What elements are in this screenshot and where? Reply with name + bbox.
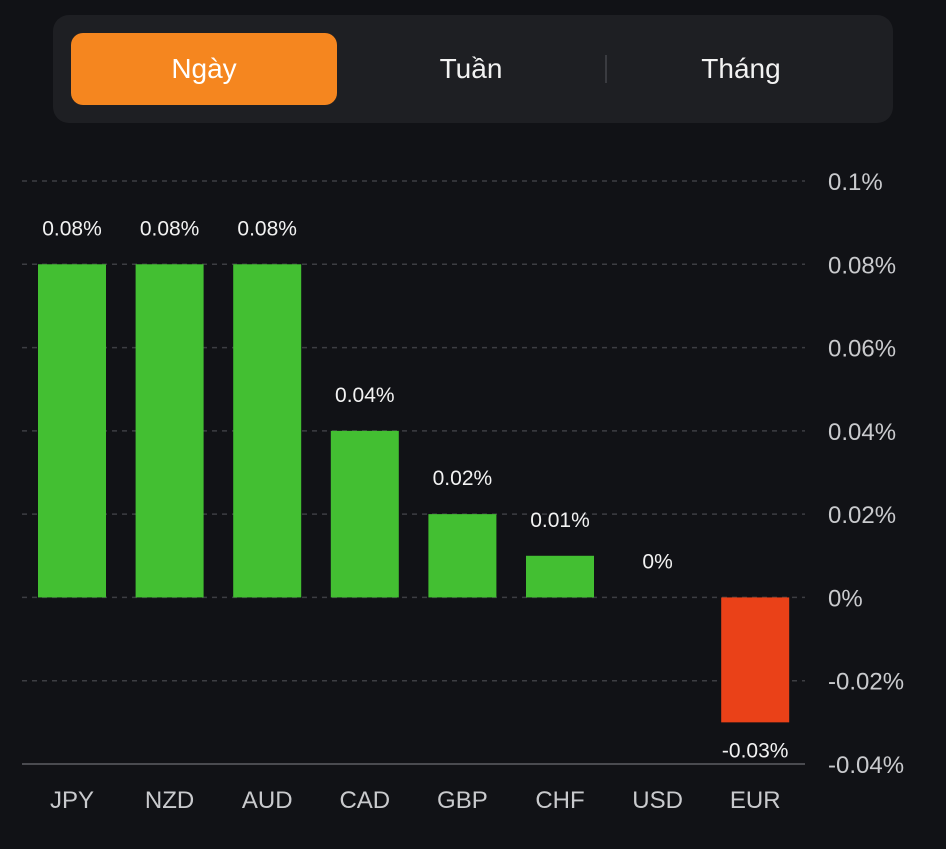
data-label-gbp: 0.02%: [433, 467, 493, 490]
y-tick-label: -0.02%: [828, 669, 904, 696]
bar-jpy: [38, 264, 106, 598]
y-tick-label: 0%: [828, 585, 863, 612]
data-label-cad: 0.04%: [335, 384, 395, 407]
data-label-aud: 0.08%: [237, 217, 297, 240]
tab-month[interactable]: Tháng: [701, 53, 781, 84]
category-label-chf: CHF: [535, 787, 584, 814]
y-tick-label: 0.08%: [828, 252, 896, 279]
bars: [38, 264, 790, 723]
y-tick-label: 0.04%: [828, 419, 896, 446]
y-tick-label: 0.1%: [828, 169, 883, 196]
data-label-nzd: 0.08%: [140, 217, 200, 240]
labels: 0.1% 0.08% 0.06% 0.04% 0.02% 0% -0.02% -0.04% 0.…: [42, 169, 904, 814]
data-label-usd: 0%: [642, 550, 672, 573]
y-tick-label: 0.02%: [828, 502, 896, 529]
category-label-cad: CAD: [339, 787, 390, 814]
bar-eur: [721, 597, 790, 723]
y-tick-label: 0.06%: [828, 336, 896, 363]
category-label-usd: USD: [632, 787, 683, 814]
bar-chf: [526, 555, 594, 598]
data-label-chf: 0.01%: [530, 509, 590, 532]
category-label-gbp: GBP: [437, 787, 488, 814]
bar-nzd: [135, 264, 204, 598]
bar-aud: [233, 264, 302, 598]
y-tick-label: -0.04%: [828, 752, 904, 779]
category-label-eur: EUR: [730, 787, 781, 814]
bar-cad: [330, 430, 399, 598]
tab-day[interactable]: Ngày: [71, 33, 337, 105]
category-label-aud: AUD: [242, 787, 293, 814]
category-label-jpy: JPY: [50, 787, 94, 814]
period-selector: Ngày Tuần Tháng: [53, 15, 893, 123]
tab-divider: [605, 55, 607, 83]
data-label-eur: -0.03%: [722, 739, 789, 762]
category-label-nzd: NZD: [145, 787, 194, 814]
bar-gbp: [428, 514, 497, 598]
tab-week[interactable]: Tuần: [439, 53, 503, 84]
data-label-jpy: 0.08%: [42, 217, 102, 240]
